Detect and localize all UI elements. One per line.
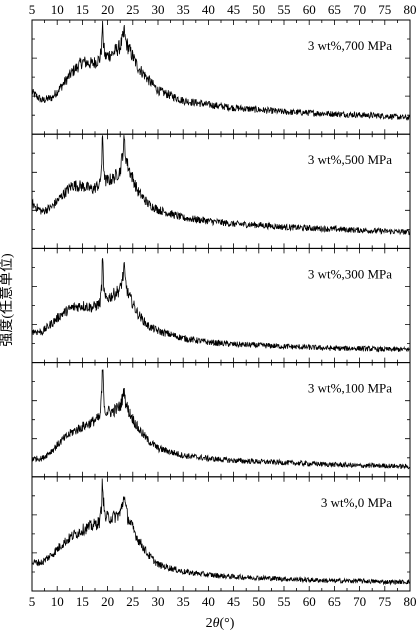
bottom-tick-label: 5 xyxy=(29,594,36,609)
bottom-axis-tick-labels: 5 10 15 20 25 30 35 40 45 50 55 60 65 70 75 80 xyxy=(29,594,417,609)
bottom-tick-label: 30 xyxy=(152,594,165,609)
top-tick-label: 10 xyxy=(51,2,64,17)
top-tick-label: 75 xyxy=(378,2,391,17)
series-line xyxy=(31,369,410,470)
top-tick-label: 15 xyxy=(76,2,89,17)
tick-marks xyxy=(31,20,411,135)
bottom-tick-label: 50 xyxy=(252,594,265,609)
panel-5: 3 wt%,0 MPa xyxy=(31,476,411,592)
top-tick-label: 25 xyxy=(126,2,139,17)
series-line xyxy=(31,478,411,586)
tick-marks xyxy=(31,476,411,591)
tick-marks xyxy=(31,248,411,363)
panel-ticks xyxy=(31,248,411,363)
top-tick-label: 80 xyxy=(404,2,417,17)
bottom-tick-label: 75 xyxy=(378,594,391,609)
top-tick-label: 40 xyxy=(202,2,215,17)
bottom-tick-label: 80 xyxy=(404,594,417,609)
panel-label: 3 wt%,100 MPa xyxy=(308,381,392,396)
top-tick-label: 20 xyxy=(101,2,114,17)
y-axis-title: 强度(任意单位) xyxy=(0,253,15,347)
panel-label: 3 wt%,300 MPa xyxy=(308,266,392,281)
bottom-tick-label: 35 xyxy=(177,594,190,609)
panel-3: 3 wt%,300 MPa xyxy=(31,247,411,364)
x-axis-title: 2θ(°) xyxy=(206,616,235,631)
tick-marks xyxy=(31,134,411,249)
bottom-tick-label: 20 xyxy=(101,594,114,609)
bottom-tick-label: 70 xyxy=(353,594,366,609)
bottom-tick-label: 45 xyxy=(227,594,240,609)
panel-2: 3 wt%,500 MPa xyxy=(31,133,411,249)
bottom-tick-label: 65 xyxy=(328,594,341,609)
panel-4: 3 wt%,100 MPa xyxy=(31,362,411,478)
panel-ticks xyxy=(31,476,411,591)
series-line xyxy=(31,135,411,236)
panel-1: 3 wt%,700 MPa xyxy=(31,19,411,135)
top-tick-label: 60 xyxy=(303,2,316,17)
top-axis-tick-labels: 5 10 15 20 25 30 35 40 45 50 55 60 65 70 75 80 xyxy=(29,2,417,17)
x-axis-title-symbol: θ xyxy=(213,616,220,631)
top-tick-label: 50 xyxy=(252,2,265,17)
tick-marks xyxy=(31,362,411,477)
top-tick-label: 70 xyxy=(353,2,366,17)
series-line xyxy=(31,258,410,353)
bottom-tick-label: 60 xyxy=(303,594,316,609)
bottom-tick-label: 25 xyxy=(126,594,139,609)
panel-ticks xyxy=(31,20,411,135)
panel-label: 3 wt%,0 MPa xyxy=(321,495,392,510)
panel-ticks xyxy=(31,362,411,477)
top-tick-label: 30 xyxy=(152,2,165,17)
bottom-tick-label: 10 xyxy=(51,594,64,609)
panel-label: 3 wt%,700 MPa xyxy=(308,38,392,53)
top-tick-label: 65 xyxy=(328,2,341,17)
top-tick-label: 45 xyxy=(227,2,240,17)
bottom-tick-label: 55 xyxy=(278,594,291,609)
panel-ticks xyxy=(31,134,411,249)
series-line xyxy=(31,20,411,121)
bottom-tick-label: 15 xyxy=(76,594,89,609)
top-tick-label: 55 xyxy=(278,2,291,17)
panel-label: 3 wt%,500 MPa xyxy=(308,152,392,167)
chart-panels: 3 wt%,700 MPa 3 wt%,500 MPa 3 wt%,300 MPa 3… xyxy=(31,19,411,592)
top-tick-label: 5 xyxy=(29,2,36,17)
top-tick-label: 35 xyxy=(177,2,190,17)
bottom-tick-label: 40 xyxy=(202,594,215,609)
